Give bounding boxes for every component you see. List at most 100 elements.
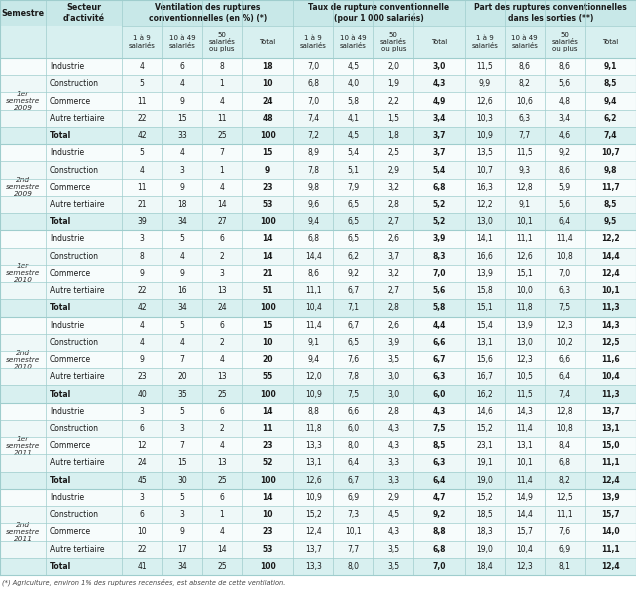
Text: 11,1: 11,1: [601, 545, 619, 554]
Bar: [0, 92, 636, 110]
Text: 42: 42: [137, 131, 147, 140]
Text: 13,7: 13,7: [601, 407, 619, 416]
Text: 15,1: 15,1: [476, 303, 493, 312]
Text: 2,6: 2,6: [387, 320, 399, 330]
Text: Total: Total: [50, 562, 71, 571]
Text: 9,4: 9,4: [604, 97, 617, 105]
Text: 8,4: 8,4: [558, 441, 570, 450]
Text: Autre tertiaire: Autre tertiaire: [50, 200, 104, 209]
Text: 4,5: 4,5: [347, 62, 359, 71]
Text: 10: 10: [263, 338, 273, 347]
Text: 12,4: 12,4: [601, 269, 619, 278]
Text: 6,4: 6,4: [558, 217, 570, 226]
Text: 3,0: 3,0: [432, 62, 446, 71]
Text: 6,7: 6,7: [347, 476, 359, 485]
Text: 10 à 49
salariés: 10 à 49 salariés: [340, 35, 367, 48]
Text: 6,0: 6,0: [347, 424, 359, 433]
Text: 1,8: 1,8: [387, 131, 399, 140]
Text: 6: 6: [139, 510, 144, 519]
Text: 11: 11: [263, 424, 273, 433]
Text: 8,6: 8,6: [307, 269, 319, 278]
Text: Construction: Construction: [50, 166, 99, 174]
Text: 2: 2: [219, 338, 225, 347]
Text: 15,7: 15,7: [601, 510, 619, 519]
Text: 1er
semestre
2010: 1er semestre 2010: [6, 263, 40, 283]
Text: 3,0: 3,0: [387, 372, 399, 381]
Text: 4: 4: [139, 166, 144, 174]
Text: 9,3: 9,3: [518, 166, 530, 174]
Text: Industrie: Industrie: [50, 234, 84, 243]
Text: 19,0: 19,0: [476, 545, 493, 554]
Text: 50
salariés
ou plus: 50 salariés ou plus: [551, 32, 578, 52]
Text: 4: 4: [139, 338, 144, 347]
Text: 10,7: 10,7: [601, 148, 619, 157]
Text: 6,5: 6,5: [347, 217, 359, 226]
Text: 3,5: 3,5: [387, 355, 399, 364]
Text: 35: 35: [177, 389, 187, 399]
Text: 7,6: 7,6: [347, 355, 359, 364]
Text: 7,7: 7,7: [347, 545, 359, 554]
Text: 14: 14: [263, 407, 273, 416]
Text: 11,4: 11,4: [556, 234, 573, 243]
Text: 5,9: 5,9: [558, 183, 570, 192]
Bar: [293, 0, 465, 26]
Text: 14: 14: [263, 252, 273, 261]
Bar: [0, 110, 636, 127]
Text: 12: 12: [137, 441, 147, 450]
Text: 1er
semestre
2011: 1er semestre 2011: [6, 436, 40, 456]
Text: 15: 15: [263, 148, 273, 157]
Text: 4,0: 4,0: [347, 80, 359, 88]
Text: 5: 5: [179, 493, 184, 502]
Text: Construction: Construction: [50, 510, 99, 519]
Text: 7,4: 7,4: [604, 131, 617, 140]
Text: 13,5: 13,5: [476, 148, 493, 157]
Text: 100: 100: [259, 389, 275, 399]
Text: 8,6: 8,6: [519, 62, 530, 71]
Text: 10,7: 10,7: [476, 166, 493, 174]
Text: 12,4: 12,4: [305, 527, 322, 537]
Text: 13,1: 13,1: [601, 424, 619, 433]
Text: 6,3: 6,3: [558, 286, 570, 295]
Text: 34: 34: [177, 217, 187, 226]
Text: Autre tertiaire: Autre tertiaire: [50, 458, 104, 468]
Bar: [0, 299, 636, 316]
Text: Autre tertiaire: Autre tertiaire: [50, 114, 104, 123]
Text: 22: 22: [137, 286, 147, 295]
Text: 4: 4: [219, 527, 225, 537]
Text: 21: 21: [263, 269, 273, 278]
Text: 100: 100: [259, 303, 275, 312]
Text: 8,8: 8,8: [432, 527, 446, 537]
Text: 12,0: 12,0: [305, 372, 322, 381]
Text: 30: 30: [177, 476, 187, 485]
Text: 2,9: 2,9: [387, 166, 399, 174]
Text: 3,3: 3,3: [387, 476, 399, 485]
Text: Total: Total: [50, 476, 71, 485]
Text: Total: Total: [602, 39, 618, 45]
Text: 10,6: 10,6: [516, 97, 533, 105]
Text: 15,7: 15,7: [516, 527, 533, 537]
Text: 7,8: 7,8: [347, 372, 359, 381]
Text: 18,5: 18,5: [476, 510, 493, 519]
Text: 9,4: 9,4: [307, 217, 319, 226]
Text: 7,5: 7,5: [558, 303, 570, 312]
Text: 13,9: 13,9: [476, 269, 493, 278]
Text: 23: 23: [263, 441, 273, 450]
Text: 9,2: 9,2: [558, 148, 570, 157]
Text: 33: 33: [177, 131, 187, 140]
Text: 8,2: 8,2: [559, 476, 570, 485]
Text: 9: 9: [179, 97, 184, 105]
Text: 10: 10: [263, 510, 273, 519]
Text: 1,9: 1,9: [387, 80, 399, 88]
Text: 12,3: 12,3: [516, 562, 533, 571]
Text: 8,0: 8,0: [347, 441, 359, 450]
Text: 15: 15: [263, 320, 273, 330]
Text: 7,0: 7,0: [432, 562, 446, 571]
Text: 3,7: 3,7: [432, 148, 446, 157]
Text: Total: Total: [431, 39, 447, 45]
Bar: [0, 0, 122, 58]
Text: 6,8: 6,8: [432, 545, 446, 554]
Text: 3,9: 3,9: [387, 338, 399, 347]
Text: Total: Total: [50, 131, 71, 140]
Text: 6,3: 6,3: [432, 372, 446, 381]
Text: 5,1: 5,1: [347, 166, 359, 174]
